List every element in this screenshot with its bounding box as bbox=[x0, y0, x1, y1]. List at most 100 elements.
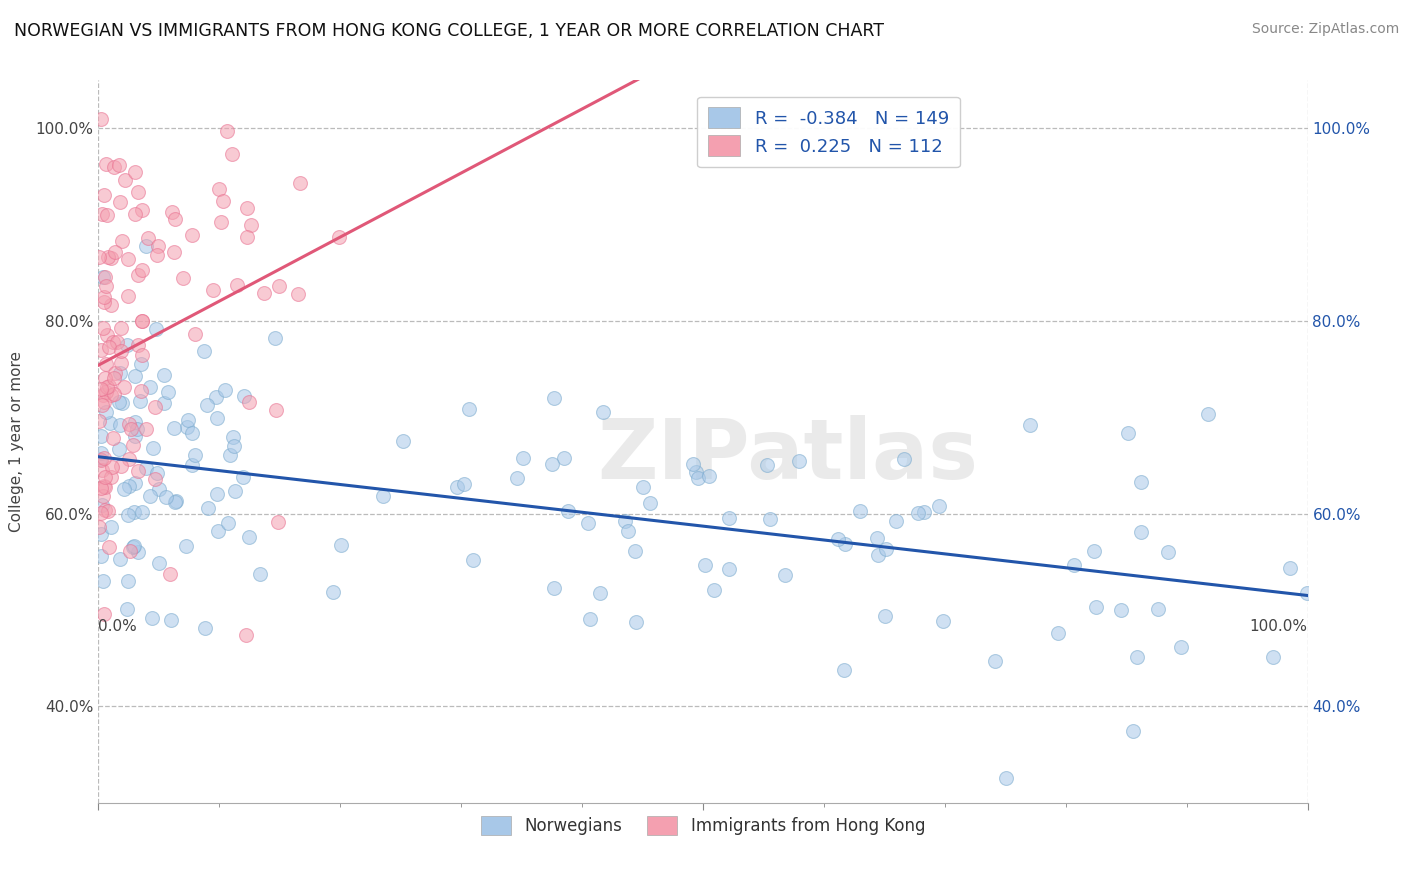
Point bbox=[685, 465, 707, 479]
Point bbox=[1170, 640, 1192, 654]
Point bbox=[94, 469, 117, 483]
Point bbox=[97, 504, 120, 518]
Point bbox=[682, 458, 704, 472]
Point bbox=[235, 230, 257, 244]
Point bbox=[122, 505, 145, 519]
Point bbox=[127, 464, 149, 478]
Point bbox=[125, 422, 148, 436]
Point bbox=[172, 271, 194, 285]
Point bbox=[240, 218, 263, 232]
Point bbox=[159, 566, 181, 581]
Point bbox=[90, 549, 112, 564]
Point bbox=[868, 548, 890, 562]
Text: NORWEGIAN VS IMMIGRANTS FROM HONG KONG COLLEGE, 1 YEAR OR MORE CORRELATION CHART: NORWEGIAN VS IMMIGRANTS FROM HONG KONG C… bbox=[14, 22, 884, 40]
Point bbox=[91, 387, 114, 401]
Point bbox=[543, 581, 565, 595]
Point bbox=[463, 552, 485, 566]
Point bbox=[224, 483, 246, 498]
Point bbox=[141, 611, 163, 625]
Point bbox=[873, 609, 896, 624]
Point bbox=[110, 459, 132, 474]
Point bbox=[579, 612, 602, 626]
Point bbox=[163, 495, 186, 509]
Point bbox=[98, 379, 121, 393]
Point bbox=[124, 475, 146, 490]
Point bbox=[267, 279, 290, 293]
Point bbox=[214, 383, 236, 397]
Point bbox=[160, 613, 183, 627]
Point bbox=[90, 343, 112, 357]
Point bbox=[695, 558, 717, 573]
Point bbox=[117, 508, 139, 522]
Point bbox=[163, 245, 186, 260]
Point bbox=[124, 207, 146, 221]
Point bbox=[148, 556, 170, 570]
Point bbox=[162, 204, 184, 219]
Point bbox=[131, 505, 153, 519]
Point bbox=[623, 544, 645, 558]
Point bbox=[773, 568, 796, 582]
Point bbox=[457, 402, 479, 417]
Point bbox=[110, 344, 132, 359]
Point bbox=[541, 458, 564, 472]
Point bbox=[718, 562, 741, 576]
Point bbox=[90, 445, 112, 459]
Point bbox=[91, 269, 114, 284]
Point bbox=[755, 458, 778, 472]
Point bbox=[827, 532, 849, 546]
Point bbox=[1126, 650, 1149, 665]
Point bbox=[120, 422, 142, 436]
Point bbox=[131, 202, 153, 217]
Point bbox=[108, 417, 131, 432]
Point bbox=[205, 486, 228, 500]
Point bbox=[100, 470, 122, 484]
Point bbox=[93, 290, 115, 304]
Point bbox=[117, 451, 139, 466]
Point bbox=[153, 368, 176, 383]
Point bbox=[131, 348, 153, 362]
Point bbox=[232, 470, 254, 484]
Point bbox=[994, 772, 1017, 786]
Point bbox=[543, 391, 565, 405]
Point bbox=[1116, 425, 1139, 440]
Point bbox=[118, 417, 141, 431]
Point bbox=[98, 540, 121, 554]
Point bbox=[111, 396, 134, 410]
Point bbox=[108, 395, 131, 409]
Point bbox=[631, 479, 654, 493]
Point bbox=[127, 338, 149, 352]
Point bbox=[94, 358, 117, 372]
Point bbox=[832, 663, 855, 677]
Point bbox=[208, 182, 231, 196]
Point bbox=[1122, 724, 1144, 739]
Point bbox=[121, 438, 143, 452]
Point bbox=[557, 504, 579, 518]
Point bbox=[89, 451, 111, 466]
Legend: Norwegians, Immigrants from Hong Kong: Norwegians, Immigrants from Hong Kong bbox=[474, 809, 932, 841]
Point bbox=[112, 380, 135, 394]
Point bbox=[233, 388, 256, 402]
Point bbox=[90, 481, 112, 495]
Point bbox=[142, 442, 165, 456]
Point bbox=[180, 425, 202, 440]
Point bbox=[453, 476, 475, 491]
Point bbox=[181, 228, 204, 243]
Point bbox=[222, 439, 245, 453]
Point bbox=[893, 452, 915, 467]
Point bbox=[110, 356, 132, 370]
Point bbox=[215, 124, 238, 138]
Point bbox=[143, 401, 166, 415]
Point bbox=[207, 524, 229, 539]
Point bbox=[117, 289, 139, 303]
Point bbox=[87, 250, 110, 264]
Point bbox=[129, 394, 152, 409]
Point bbox=[290, 176, 312, 190]
Point bbox=[907, 506, 929, 520]
Point bbox=[131, 314, 153, 328]
Point bbox=[184, 448, 207, 462]
Point bbox=[1063, 558, 1085, 572]
Point bbox=[90, 506, 112, 520]
Point bbox=[104, 245, 127, 260]
Point bbox=[91, 398, 114, 412]
Point bbox=[1156, 545, 1178, 559]
